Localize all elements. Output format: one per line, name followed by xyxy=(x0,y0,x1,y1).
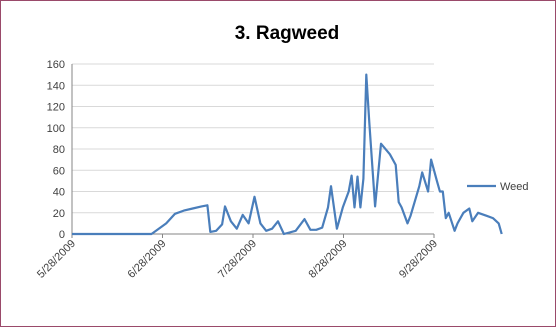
x-tick-label: 7/28/2009 xyxy=(216,238,259,281)
chart-title: 3. Ragweed xyxy=(235,23,340,44)
x-tick-label: 8/28/2009 xyxy=(307,238,350,281)
y-tick-label: 60 xyxy=(53,165,65,177)
legend-label: Weed xyxy=(500,181,529,193)
y-tick-label: 100 xyxy=(47,123,65,135)
y-tick-label: 20 xyxy=(53,208,65,220)
y-tick-label: 120 xyxy=(47,102,65,114)
y-axis: 0 20 40 60 80 100 120 140 160 xyxy=(47,59,73,241)
y-tick-label: 140 xyxy=(47,80,65,92)
y-tick-label: 0 xyxy=(59,229,65,241)
series-line xyxy=(72,73,503,236)
legend: Weed xyxy=(467,181,529,193)
x-axis: 5/28/2009 6/28/2009 7/28/2009 8/28/2009 9/28… xyxy=(35,233,440,281)
x-tick-label: 6/28/2009 xyxy=(126,238,169,281)
x-tick-label: 9/28/2009 xyxy=(397,238,440,281)
plot-area xyxy=(72,73,503,236)
y-tick-label: 80 xyxy=(53,144,65,156)
y-tick-label: 40 xyxy=(53,187,65,199)
x-tick-label: 5/28/2009 xyxy=(35,238,78,281)
y-tick-label: 160 xyxy=(47,59,65,71)
gridlines xyxy=(72,63,434,214)
